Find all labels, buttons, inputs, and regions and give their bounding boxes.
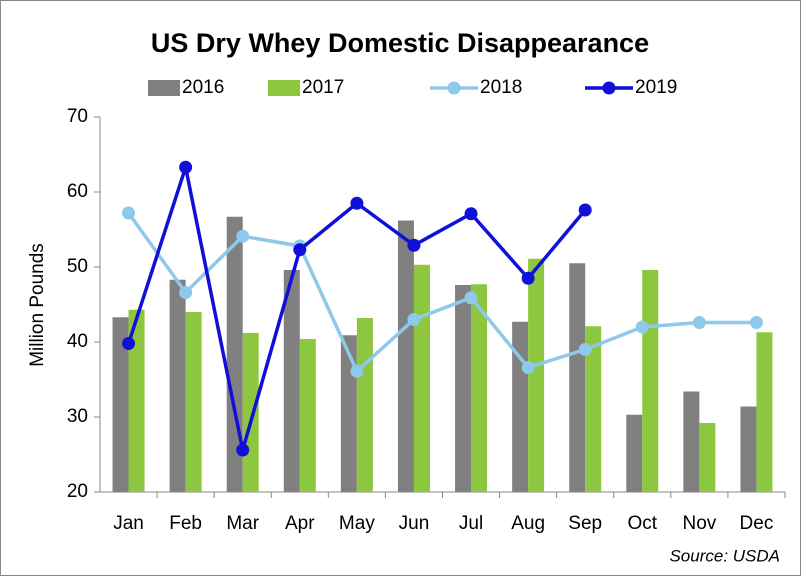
bar	[585, 326, 602, 492]
x-tick-label: Jan	[113, 513, 144, 534]
x-tick-label: Apr	[285, 513, 315, 534]
line-point	[578, 343, 592, 356]
source-note: Source: USDA	[669, 546, 780, 565]
y-tick-label: 30	[67, 406, 88, 427]
line-point	[521, 271, 535, 285]
bar	[683, 391, 700, 492]
line-point	[578, 203, 592, 217]
line-point	[464, 207, 478, 221]
legend-marker	[447, 81, 461, 95]
bar	[569, 263, 586, 492]
line-point	[635, 320, 649, 334]
bar	[642, 270, 659, 492]
legend-swatch	[148, 80, 180, 96]
legend-marker	[602, 81, 616, 95]
legend-label: 2017	[302, 77, 344, 98]
x-tick-label: Sep	[568, 513, 602, 534]
line-point	[521, 361, 535, 374]
bar	[471, 284, 488, 492]
line-series	[127, 211, 757, 375]
line-point	[407, 238, 421, 252]
bar	[340, 335, 357, 492]
bar	[397, 220, 414, 492]
bar	[413, 264, 430, 492]
x-tick-label: Feb	[169, 513, 202, 534]
bar	[242, 333, 259, 492]
x-tick-label: May	[339, 513, 375, 534]
bar	[283, 270, 300, 492]
bar	[528, 258, 545, 492]
line-point	[236, 443, 250, 457]
x-tick-label: Oct	[628, 513, 658, 534]
line-point	[236, 229, 250, 243]
x-tick-label: Nov	[682, 513, 716, 534]
x-tick-label: Jul	[459, 513, 483, 534]
bar	[356, 318, 373, 492]
x-tick-label: Dec	[740, 513, 774, 534]
bar	[185, 312, 202, 492]
line-point	[749, 316, 763, 329]
chart-title: US Dry Whey Domestic Disappearance	[151, 28, 649, 58]
legend-swatch	[268, 80, 300, 96]
legend-label: 2019	[635, 77, 677, 98]
bar	[299, 339, 316, 492]
legend-label: 2018	[480, 77, 522, 98]
bar	[756, 332, 773, 492]
y-tick-label: 60	[67, 181, 88, 202]
line-point	[122, 206, 136, 220]
bar	[699, 423, 716, 492]
legend-label: 2016	[182, 77, 224, 98]
y-tick-label: 50	[67, 256, 88, 277]
y-tick-label: 40	[67, 331, 88, 352]
bar	[626, 414, 643, 492]
bar	[740, 406, 757, 492]
line-point	[293, 243, 307, 257]
bar	[455, 285, 472, 492]
bar	[169, 279, 186, 492]
line-point	[122, 337, 136, 350]
line-point	[407, 313, 421, 326]
x-tick-label: Aug	[511, 513, 545, 534]
line-point	[179, 160, 193, 174]
bar	[128, 309, 145, 492]
bar	[512, 321, 529, 492]
line-point	[350, 364, 364, 378]
y-tick-label: 70	[67, 106, 88, 127]
x-tick-label: Mar	[226, 513, 259, 534]
bar	[112, 317, 129, 492]
line-point	[464, 291, 478, 305]
x-tick-label: Jun	[399, 513, 430, 534]
line-point	[179, 286, 193, 299]
y-tick-label: 20	[67, 481, 88, 502]
line-point	[692, 316, 706, 329]
line-point	[350, 196, 364, 210]
y-axis-label: Million Pounds	[27, 243, 48, 367]
